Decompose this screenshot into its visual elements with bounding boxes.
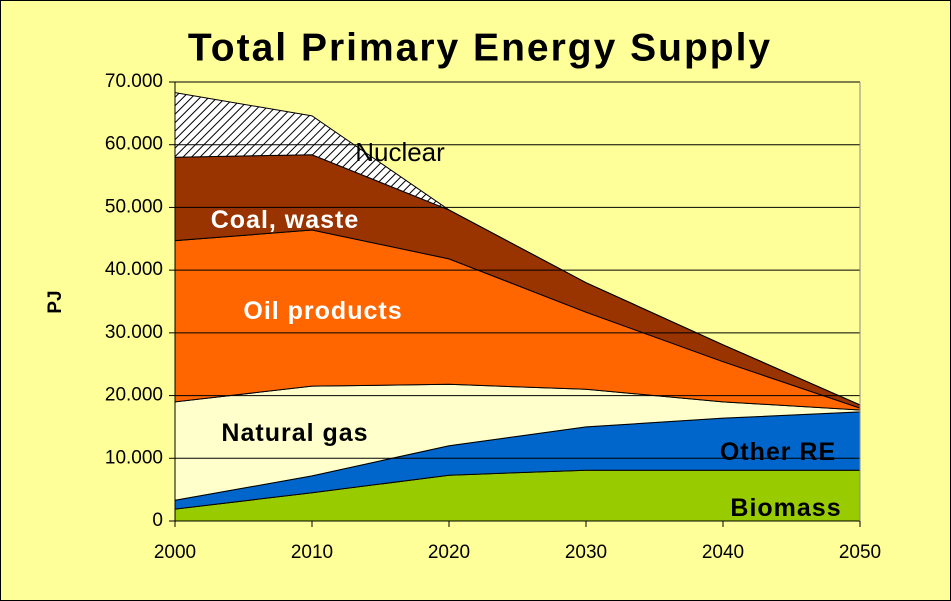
x-tick-label: 2040 xyxy=(702,542,744,563)
x-tick-label: 2000 xyxy=(154,542,196,563)
series-label: Other RE xyxy=(719,438,837,466)
y-tick-label: 20.000 xyxy=(105,385,163,406)
x-tick-label: 2030 xyxy=(565,542,607,563)
area xyxy=(174,92,861,406)
y-tick-label: 0 xyxy=(152,510,163,531)
y-tick-label: 10.000 xyxy=(105,447,163,468)
x-tick-label: 2020 xyxy=(428,542,470,563)
series-label: Biomass xyxy=(730,494,842,522)
x-tick-label: 2010 xyxy=(291,542,333,563)
y-tick-label: 50.000 xyxy=(105,196,163,217)
y-tick-label: 30.000 xyxy=(105,322,163,343)
y-tick-label: 60.000 xyxy=(105,134,163,155)
y-axis-label: PJ xyxy=(45,290,66,313)
series-label: Nuclear xyxy=(355,137,445,167)
series-label: Oil products xyxy=(243,297,403,325)
series-label: Coal, waste xyxy=(210,206,360,234)
chart-title: Total Primary Energy Supply xyxy=(188,26,772,69)
series-label: Natural gas xyxy=(221,419,369,447)
y-tick-label: 70.000 xyxy=(105,71,163,92)
x-tick-label: 2050 xyxy=(839,542,881,563)
y-tick-label: 40.000 xyxy=(105,259,163,280)
